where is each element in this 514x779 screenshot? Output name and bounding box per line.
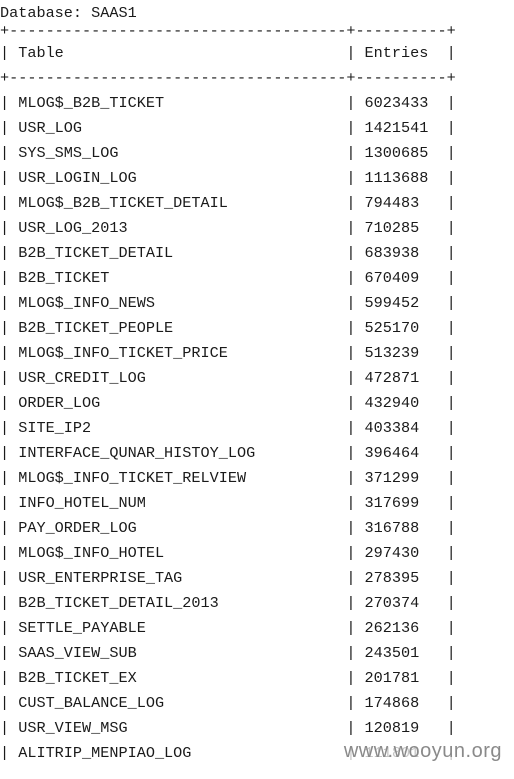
table-row: | MLOG$_INFO_HOTEL | 297430 |: [0, 544, 456, 562]
table-row: | SITE_IP2 | 403384 |: [0, 419, 456, 437]
table-row: | CUST_BALANCE_LOG | 174868 |: [0, 694, 456, 712]
table-row: | USR_LOG_2013 | 710285 |: [0, 219, 456, 237]
table-row: | INTERFACE_QUNAR_HISTOY_LOG | 396464 |: [0, 444, 456, 462]
table-row: | B2B_TICKET_DETAIL | 683938 |: [0, 244, 456, 262]
table-row: | USR_VIEW_MSG | 120819 |: [0, 719, 456, 737]
table-row: | USR_LOGIN_LOG | 1113688 |: [0, 169, 456, 187]
table-row: | USR_LOG | 1421541 |: [0, 119, 456, 137]
terminal-output: Database: SAAS1 +------------------------…: [0, 4, 456, 766]
table-header: | Table | Entries |: [0, 44, 456, 62]
table-row: | B2B_TICKET_EX | 201781 |: [0, 669, 456, 687]
table-row: | SAAS_VIEW_SUB | 243501 |: [0, 644, 456, 662]
table-row: | MLOG$_B2B_TICKET_DETAIL | 794483 |: [0, 194, 456, 212]
watermark: www.wooyun.org: [341, 740, 504, 763]
table-row: | MLOG$_INFO_NEWS | 599452 |: [0, 294, 456, 312]
table-row: | SETTLE_PAYABLE | 262136 |: [0, 619, 456, 637]
table-border-header: +-------------------------------------+-…: [0, 69, 456, 87]
table-row: | PAY_ORDER_LOG | 316788 |: [0, 519, 456, 537]
table-row: | USR_CREDIT_LOG | 472871 |: [0, 369, 456, 387]
table-row: | USR_ENTERPRISE_TAG | 278395 |: [0, 569, 456, 587]
database-label: Database: SAAS1: [0, 4, 137, 22]
table-row: | INFO_HOTEL_NUM | 317699 |: [0, 494, 456, 512]
table-row: | MLOG$_INFO_TICKET_PRICE | 513239 |: [0, 344, 456, 362]
table-row: | B2B_TICKET | 670409 |: [0, 269, 456, 287]
table-border-top: +-------------------------------------+-…: [0, 22, 456, 40]
table-row: | MLOG$_INFO_TICKET_RELVIEW | 371299 |: [0, 469, 456, 487]
table-row: | MLOG$_B2B_TICKET | 6023433 |: [0, 94, 456, 112]
table-row: | B2B_TICKET_DETAIL_2013 | 270374 |: [0, 594, 456, 612]
table-row: | SYS_SMS_LOG | 1300685 |: [0, 144, 456, 162]
table-row: | B2B_TICKET_PEOPLE | 525170 |: [0, 319, 456, 337]
table-row: | ORDER_LOG | 432940 |: [0, 394, 456, 412]
